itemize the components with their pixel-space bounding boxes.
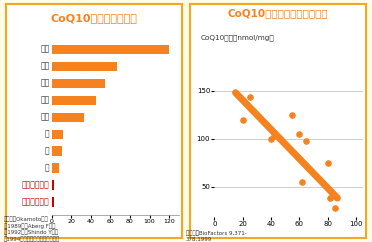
Text: データ：BioFactors 9,371-
378,1999: データ：BioFactors 9,371- 378,1999 <box>186 231 247 242</box>
Text: データ：Okamotoほか
（1989），Aberg Fほか
（1992），Shindo Yほか
（1994）の論文よりカネカまとめ: データ：Okamotoほか （1989），Aberg Fほか （1992），Sh… <box>4 217 60 242</box>
Text: CoQ10の量（nmol/mg）: CoQ10の量（nmol/mg） <box>200 34 274 41</box>
Text: CoQ10はお肌に少ない: CoQ10はお肌に少ない <box>51 13 138 23</box>
Text: CoQ10は加齢にともない減少: CoQ10は加齢にともない減少 <box>228 8 328 18</box>
